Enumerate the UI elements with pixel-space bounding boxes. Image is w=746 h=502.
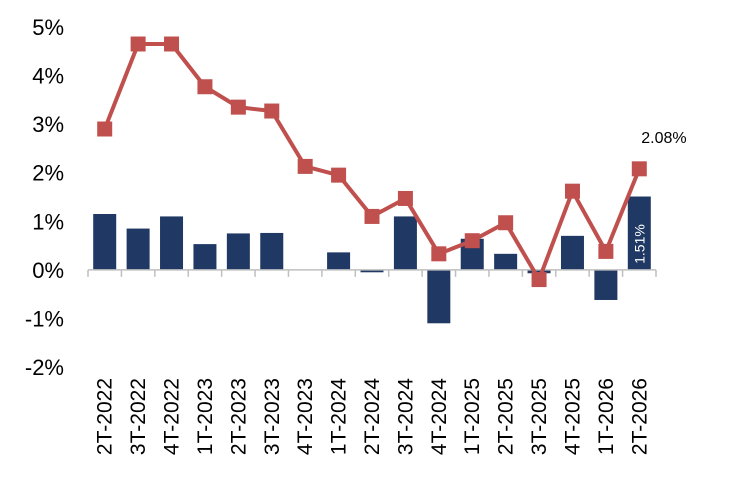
y-tick-label: 2%: [32, 161, 64, 186]
line-point-1T-2026: [598, 243, 614, 259]
x-tick-label: 4T-2024: [428, 378, 451, 455]
line-point-4T-2023: [297, 158, 313, 174]
line-point-4T-2024: [431, 246, 447, 262]
bar-4T-2025: [560, 235, 584, 270]
line-series: [97, 36, 647, 288]
line-point-1T-2025: [464, 233, 480, 249]
y-tick-label: 3%: [32, 112, 64, 137]
x-tick-label: 2T-2026: [628, 378, 651, 455]
line-point-2T-2026: [631, 161, 647, 177]
x-tick-label: 3T-2025: [528, 378, 551, 455]
annotations: 2.08% 1.51%: [631, 130, 686, 264]
bar-1T-2024: [327, 252, 351, 270]
line-point-2T-2023: [230, 99, 246, 115]
bar-series: [93, 196, 651, 324]
x-tick-label: 1T-2026: [595, 378, 618, 455]
x-tick-label: 3T-2022: [127, 378, 150, 455]
bar-2T-2025: [494, 253, 518, 270]
line-point-2T-2022: [97, 121, 113, 137]
y-tick-label: -2%: [25, 355, 64, 380]
bar-last-value-label: 1.51%: [631, 224, 647, 264]
x-tick-label: 4T-2023: [294, 378, 317, 455]
line-point-3T-2024: [397, 190, 413, 206]
line-point-3T-2023: [264, 103, 280, 119]
bar-3T-2023: [260, 232, 284, 270]
y-tick-label: 5%: [32, 15, 64, 40]
y-axis: 5% 4% 3% 2% 1% 0% -1% -2%: [25, 15, 64, 380]
line-path: [102, 42, 642, 282]
line-point-4T-2025: [564, 183, 580, 199]
bar-2T-2023: [226, 233, 250, 270]
bar-3T-2022: [126, 228, 150, 270]
y-tick-label: 0%: [32, 258, 64, 283]
y-tick-label: 4%: [32, 64, 64, 89]
line-point-3T-2025: [531, 272, 547, 288]
bar-2T-2024: [360, 269, 384, 273]
x-tick-label: 4T-2022: [161, 378, 184, 455]
x-axis-ticks: 2T-2022 3T-2022 4T-2022 1T-2023 2T-2023 3T-20…: [87, 269, 657, 455]
x-tick-label: 3T-2023: [261, 378, 284, 455]
x-tick-label: 2T-2024: [361, 378, 384, 455]
line-last-value-label: 2.08%: [641, 130, 686, 147]
x-tick-label: 2T-2025: [495, 378, 518, 455]
x-tick-label: 1T-2025: [461, 378, 484, 455]
bar-4T-2024: [427, 269, 451, 324]
line-point-1T-2023: [197, 79, 213, 95]
bar-1T-2023: [193, 244, 217, 270]
line-point-4T-2022: [164, 36, 180, 52]
line-point-2T-2025: [498, 215, 514, 231]
bar-4T-2022: [160, 216, 184, 270]
y-tick-label: 1%: [32, 209, 64, 234]
x-tick-label: 2T-2023: [227, 378, 250, 455]
bar-3T-2025: [527, 269, 551, 274]
x-tick-label: 1T-2024: [328, 378, 351, 455]
bar-2T-2026: [627, 196, 651, 270]
line-point-2T-2024: [364, 208, 380, 224]
x-tick-label: 3T-2024: [394, 378, 417, 455]
bar-3T-2024: [393, 216, 417, 270]
x-tick-label: 2T-2022: [94, 378, 117, 455]
y-tick-label: -1%: [25, 306, 64, 331]
bar-1T-2026: [594, 269, 618, 300]
line-point-1T-2024: [331, 167, 347, 183]
x-tick-label: 4T-2025: [561, 378, 584, 455]
line-point-3T-2022: [130, 36, 146, 52]
bar-2T-2022: [93, 214, 117, 270]
x-tick-label: 1T-2023: [194, 378, 217, 455]
